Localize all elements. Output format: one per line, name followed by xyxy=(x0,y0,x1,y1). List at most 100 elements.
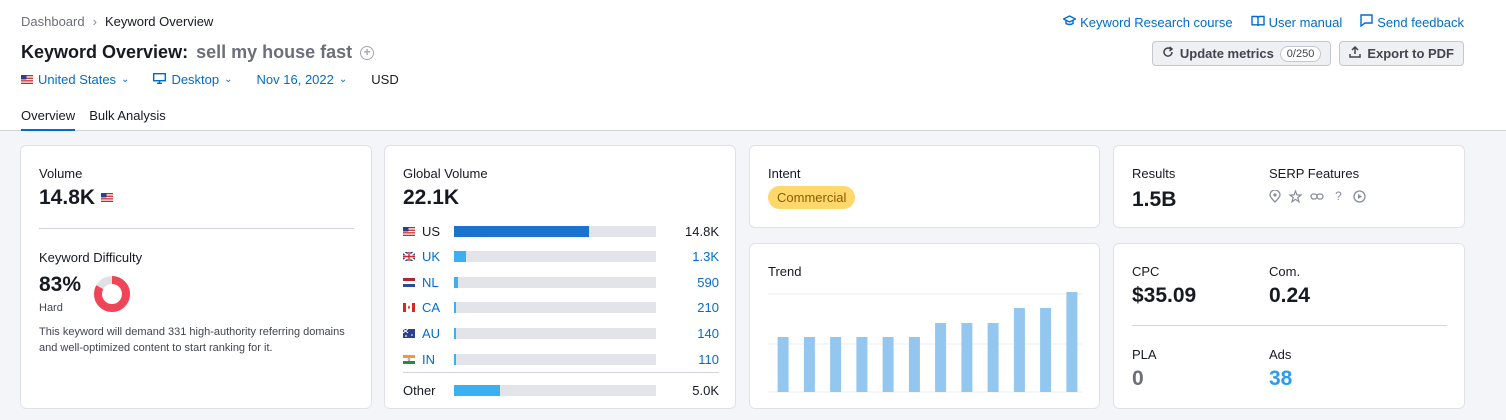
date-label: Nov 16, 2022 xyxy=(256,72,334,87)
intent-label: Intent xyxy=(768,166,801,181)
bar-track xyxy=(454,250,656,262)
bar-track xyxy=(454,384,656,396)
divider xyxy=(403,372,719,373)
upload-icon xyxy=(1349,45,1362,61)
global-volume-card: Global Volume 22.1K US 14.8K UK 1.3K NL 590 CA… xyxy=(384,145,736,409)
volume-label: Volume xyxy=(39,166,83,181)
breadcrumb-dashboard[interactable]: Dashboard xyxy=(21,14,85,29)
chevron-right-icon: › xyxy=(92,14,97,29)
chat-icon xyxy=(1360,14,1373,30)
question-icon: ? xyxy=(1335,189,1342,203)
star-icon xyxy=(1288,189,1303,208)
bar-fill xyxy=(454,276,459,288)
trend-bar[interactable] xyxy=(961,323,973,392)
title-label: Keyword Overview: xyxy=(21,42,189,62)
global-volume-value: 22.1K xyxy=(403,186,460,209)
device-select[interactable]: Desktop ⌄ xyxy=(153,72,233,87)
us-flag-icon xyxy=(21,72,33,87)
country-select[interactable]: United States ⌄ xyxy=(21,72,129,87)
update-metrics-button[interactable]: Update metrics 0/250 xyxy=(1151,41,1332,66)
results-value: 1.5B xyxy=(1132,188,1177,211)
kd-description: This keyword will demand 331 high-author… xyxy=(39,326,345,354)
desktop-icon xyxy=(153,72,167,87)
link-icon xyxy=(1310,190,1324,208)
trend-bar[interactable] xyxy=(908,337,920,392)
update-count-badge: 0/250 xyxy=(1279,45,1322,62)
breadcrumb: Dashboard › Keyword Overview xyxy=(21,14,213,29)
country-volume: 110 xyxy=(698,351,719,367)
global-volume-row-other: Other 5.0K xyxy=(403,381,719,399)
user-manual-link[interactable]: User manual xyxy=(1250,14,1342,30)
trend-bar[interactable] xyxy=(1040,308,1052,392)
cpc-value: $35.09 xyxy=(1132,284,1197,307)
ads-label: Ads xyxy=(1269,347,1292,362)
global-volume-row-au: AU 140 xyxy=(402,324,719,342)
other-value: 5.0K xyxy=(692,382,719,398)
send-feedback-link[interactable]: Send feedback xyxy=(1360,14,1464,30)
country-code[interactable]: NL xyxy=(422,274,439,290)
trend-bar[interactable] xyxy=(803,337,815,392)
divider xyxy=(39,228,354,229)
country-code: US xyxy=(422,223,441,239)
keyword-research-course-link[interactable]: Keyword Research course xyxy=(1062,14,1233,30)
pla-value: 0 xyxy=(1132,367,1144,390)
chevron-down-icon: ⌄ xyxy=(121,74,130,85)
trend-bar[interactable] xyxy=(882,337,894,392)
in-flag-icon xyxy=(403,352,422,367)
trend-bar[interactable] xyxy=(987,323,999,392)
link-label: Send feedback xyxy=(1377,14,1464,30)
page-title: Keyword Overview: sell my house fast + xyxy=(21,42,375,63)
results-card: Results 1.5B SERP Features ? xyxy=(1113,145,1465,228)
country-code[interactable]: IN xyxy=(422,351,435,367)
trend-label: Trend xyxy=(768,264,802,279)
tab-bulk-analysis[interactable]: Bulk Analysis xyxy=(89,108,166,123)
country-code[interactable]: UK xyxy=(422,248,441,264)
competition-label: Com. xyxy=(1269,264,1301,279)
us-flag-icon xyxy=(403,224,422,239)
bar-track xyxy=(454,353,656,365)
pla-label: PLA xyxy=(1132,347,1157,362)
results-label: Results xyxy=(1132,166,1176,181)
date-select[interactable]: Nov 16, 2022 ⌄ xyxy=(257,72,348,87)
add-keyword-icon[interactable]: + xyxy=(360,45,375,60)
country-code[interactable]: CA xyxy=(422,299,441,315)
currency-label: USD xyxy=(371,72,399,87)
export-pdf-label: Export to PDF xyxy=(1367,46,1454,61)
global-volume-row-ca: CA 210 xyxy=(403,298,719,316)
country-volume: 1.3K xyxy=(692,248,719,264)
tab-overview[interactable]: Overview xyxy=(21,108,76,131)
filters-bar: United States ⌄ Desktop ⌄ Nov 16, 2022 ⌄… xyxy=(21,72,399,87)
location-pin-icon xyxy=(1269,189,1281,208)
chevron-down-icon: ⌄ xyxy=(224,74,233,85)
bar-fill xyxy=(454,353,457,365)
ca-flag-icon xyxy=(403,300,422,315)
trend-bar[interactable] xyxy=(1013,308,1025,392)
link-label: Keyword Research course xyxy=(1080,14,1233,30)
nl-flag-icon xyxy=(403,275,422,290)
bar-fill xyxy=(454,250,467,262)
kd-label: Keyword Difficulty xyxy=(39,250,143,265)
export-pdf-button[interactable]: Export to PDF xyxy=(1339,41,1464,66)
country-code[interactable]: AU xyxy=(422,325,441,341)
serp-features-icons: ? xyxy=(1269,189,1366,208)
country-volume: 590 xyxy=(697,274,719,290)
trend-bar[interactable] xyxy=(1066,292,1078,392)
action-buttons: Update metrics 0/250 Export to PDF xyxy=(1151,41,1464,66)
trend-bar[interactable] xyxy=(830,337,842,392)
trend-bar[interactable] xyxy=(935,323,947,392)
bar-track xyxy=(454,327,656,339)
top-links: Keyword Research course User manual Send… xyxy=(1062,14,1464,30)
book-icon xyxy=(1250,15,1265,30)
bar-fill xyxy=(454,225,590,237)
uk-flag-icon xyxy=(402,249,422,264)
competition-value: 0.24 xyxy=(1269,284,1310,307)
bar-fill xyxy=(454,301,457,313)
trend-bar[interactable] xyxy=(856,337,868,392)
trend-bar[interactable] xyxy=(777,337,789,392)
breadcrumb-current: Keyword Overview xyxy=(104,14,214,29)
country-volume: 210 xyxy=(697,299,719,315)
global-volume-row-in: IN 110 xyxy=(403,350,719,368)
serp-features-label: SERP Features xyxy=(1269,166,1360,181)
other-label: Other xyxy=(403,382,436,398)
au-flag-icon xyxy=(402,326,422,341)
